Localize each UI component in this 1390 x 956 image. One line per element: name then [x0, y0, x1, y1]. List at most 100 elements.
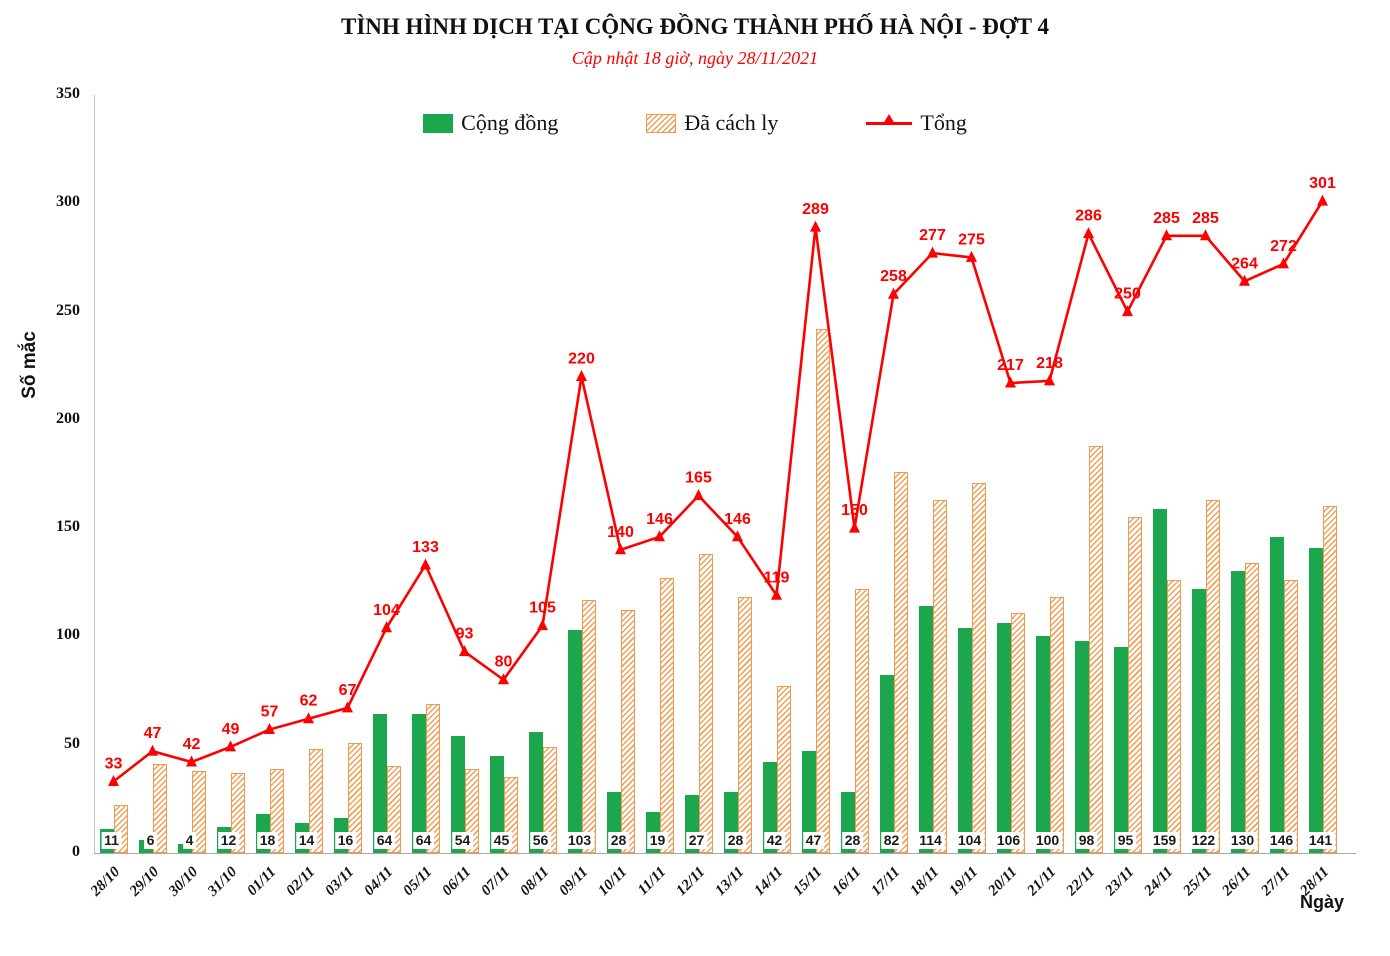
bar-cong-dong [1191, 588, 1206, 853]
y-tick-label: 50 [64, 734, 80, 752]
data-label-tong: 217 [997, 357, 1024, 374]
tong-line-marker [498, 673, 509, 685]
data-label-tong: 264 [1231, 255, 1258, 272]
data-label-tong: 49 [222, 721, 240, 738]
red-triangle-icon [883, 114, 896, 124]
bar-cong-dong [801, 751, 816, 853]
bar-da-cach-ly [1127, 517, 1142, 853]
hatched-bar-swatch-icon [646, 113, 677, 133]
bar-da-cach-ly [1205, 499, 1220, 853]
data-label-cong-dong: 6 [143, 832, 158, 849]
data-label-tong: 286 [1075, 208, 1102, 225]
data-label-tong: 301 [1309, 175, 1336, 192]
tong-line-marker [732, 530, 743, 542]
tong-line-marker [342, 701, 353, 713]
data-label-tong: 105 [529, 600, 556, 617]
bar-da-cach-ly [620, 610, 635, 853]
bar-da-cach-ly [737, 597, 752, 853]
bar-cong-dong [528, 731, 543, 853]
y-tick-label: 250 [56, 301, 80, 319]
tong-line-marker [108, 775, 119, 787]
bar-da-cach-ly [1283, 580, 1298, 853]
legend-label-tong: Tổng [920, 110, 967, 135]
data-label-tong: 289 [802, 201, 829, 218]
data-label-tong: 133 [412, 539, 439, 556]
tong-line-marker [1005, 376, 1016, 388]
tong-line-marker [615, 543, 626, 555]
bar-da-cach-ly [776, 686, 791, 853]
data-label-cong-dong: 103 [564, 832, 595, 849]
bar-da-cach-ly [464, 768, 479, 853]
tong-line-marker [1278, 257, 1289, 269]
bar-cong-dong [1035, 636, 1050, 853]
bar-da-cach-ly [347, 742, 362, 853]
bar-cong-dong [489, 755, 504, 853]
data-label-tong: 33 [105, 756, 123, 773]
data-label-cong-dong: 106 [993, 832, 1024, 849]
data-label-tong: 250 [1114, 286, 1141, 303]
data-label-tong: 285 [1192, 210, 1219, 227]
bar-da-cach-ly [1010, 612, 1025, 853]
data-label-tong: 277 [919, 227, 946, 244]
tong-line-marker [1083, 227, 1094, 239]
bar-da-cach-ly [932, 499, 947, 853]
data-label-cong-dong: 12 [217, 832, 240, 849]
legend-item-tong: Tổng [866, 110, 967, 136]
bar-da-cach-ly [698, 554, 713, 853]
data-label-cong-dong: 159 [1149, 832, 1180, 849]
y-tick-label: 0 [72, 843, 80, 860]
chart-subtitle: Cập nhật 18 giờ, ngày 28/11/2021 [571, 48, 819, 68]
bar-da-cach-ly [542, 746, 557, 853]
tong-line-marker [381, 621, 392, 633]
data-label-cong-dong: 64 [412, 832, 435, 849]
legend-label-cong-dong: Cộng đồng [461, 110, 559, 135]
data-label-tong: 275 [958, 231, 985, 248]
bar-cong-dong [879, 675, 894, 853]
bar-da-cach-ly [1322, 506, 1337, 853]
bar-cong-dong [918, 606, 933, 853]
tong-line-marker [1044, 374, 1055, 386]
bar-da-cach-ly [854, 588, 869, 853]
bar-da-cach-ly [1166, 580, 1181, 853]
data-label-cong-dong: 82 [880, 832, 903, 849]
data-label-cong-dong: 146 [1266, 832, 1297, 849]
data-label-cong-dong: 14 [295, 832, 318, 849]
bar-cong-dong [450, 736, 465, 853]
data-label-tong: 140 [607, 524, 634, 541]
tong-line-marker [537, 619, 548, 631]
data-label-cong-dong: 4 [182, 832, 197, 849]
data-label-cong-dong: 95 [1114, 832, 1137, 849]
data-label-tong: 285 [1153, 210, 1180, 227]
data-label-cong-dong: 28 [607, 832, 630, 849]
data-label-tong: 104 [373, 602, 400, 619]
tong-line-marker [1122, 305, 1133, 317]
bar-da-cach-ly [1244, 562, 1259, 853]
data-label-tong: 146 [646, 511, 673, 528]
tong-line-marker [303, 712, 314, 724]
data-label-cong-dong: 18 [256, 832, 279, 849]
data-label-cong-dong: 130 [1227, 832, 1258, 849]
data-label-tong: 220 [568, 351, 595, 368]
bar-cong-dong [996, 623, 1011, 853]
tong-line-marker [459, 645, 470, 657]
data-label-tong: 80 [495, 654, 513, 671]
tong-line-marker [420, 558, 431, 570]
green-bar-swatch-icon [423, 113, 454, 133]
legend-label-da-cach-ly: Đã cách ly [684, 110, 779, 135]
bar-cong-dong [762, 762, 777, 853]
data-label-cong-dong: 122 [1188, 832, 1219, 849]
bar-da-cach-ly [659, 577, 674, 853]
legend: Cộng đồng Đã cách ly Tổng [0, 110, 1390, 136]
data-label-cong-dong: 98 [1075, 832, 1098, 849]
data-label-cong-dong: 16 [334, 832, 357, 849]
bar-cong-dong [567, 629, 582, 853]
data-label-cong-dong: 54 [451, 832, 474, 849]
data-label-tong: 42 [183, 736, 201, 753]
data-label-cong-dong: 19 [646, 832, 669, 849]
red-line-triangle-icon [866, 114, 913, 130]
bar-cong-dong [1074, 640, 1089, 853]
data-label-cong-dong: 45 [490, 832, 513, 849]
